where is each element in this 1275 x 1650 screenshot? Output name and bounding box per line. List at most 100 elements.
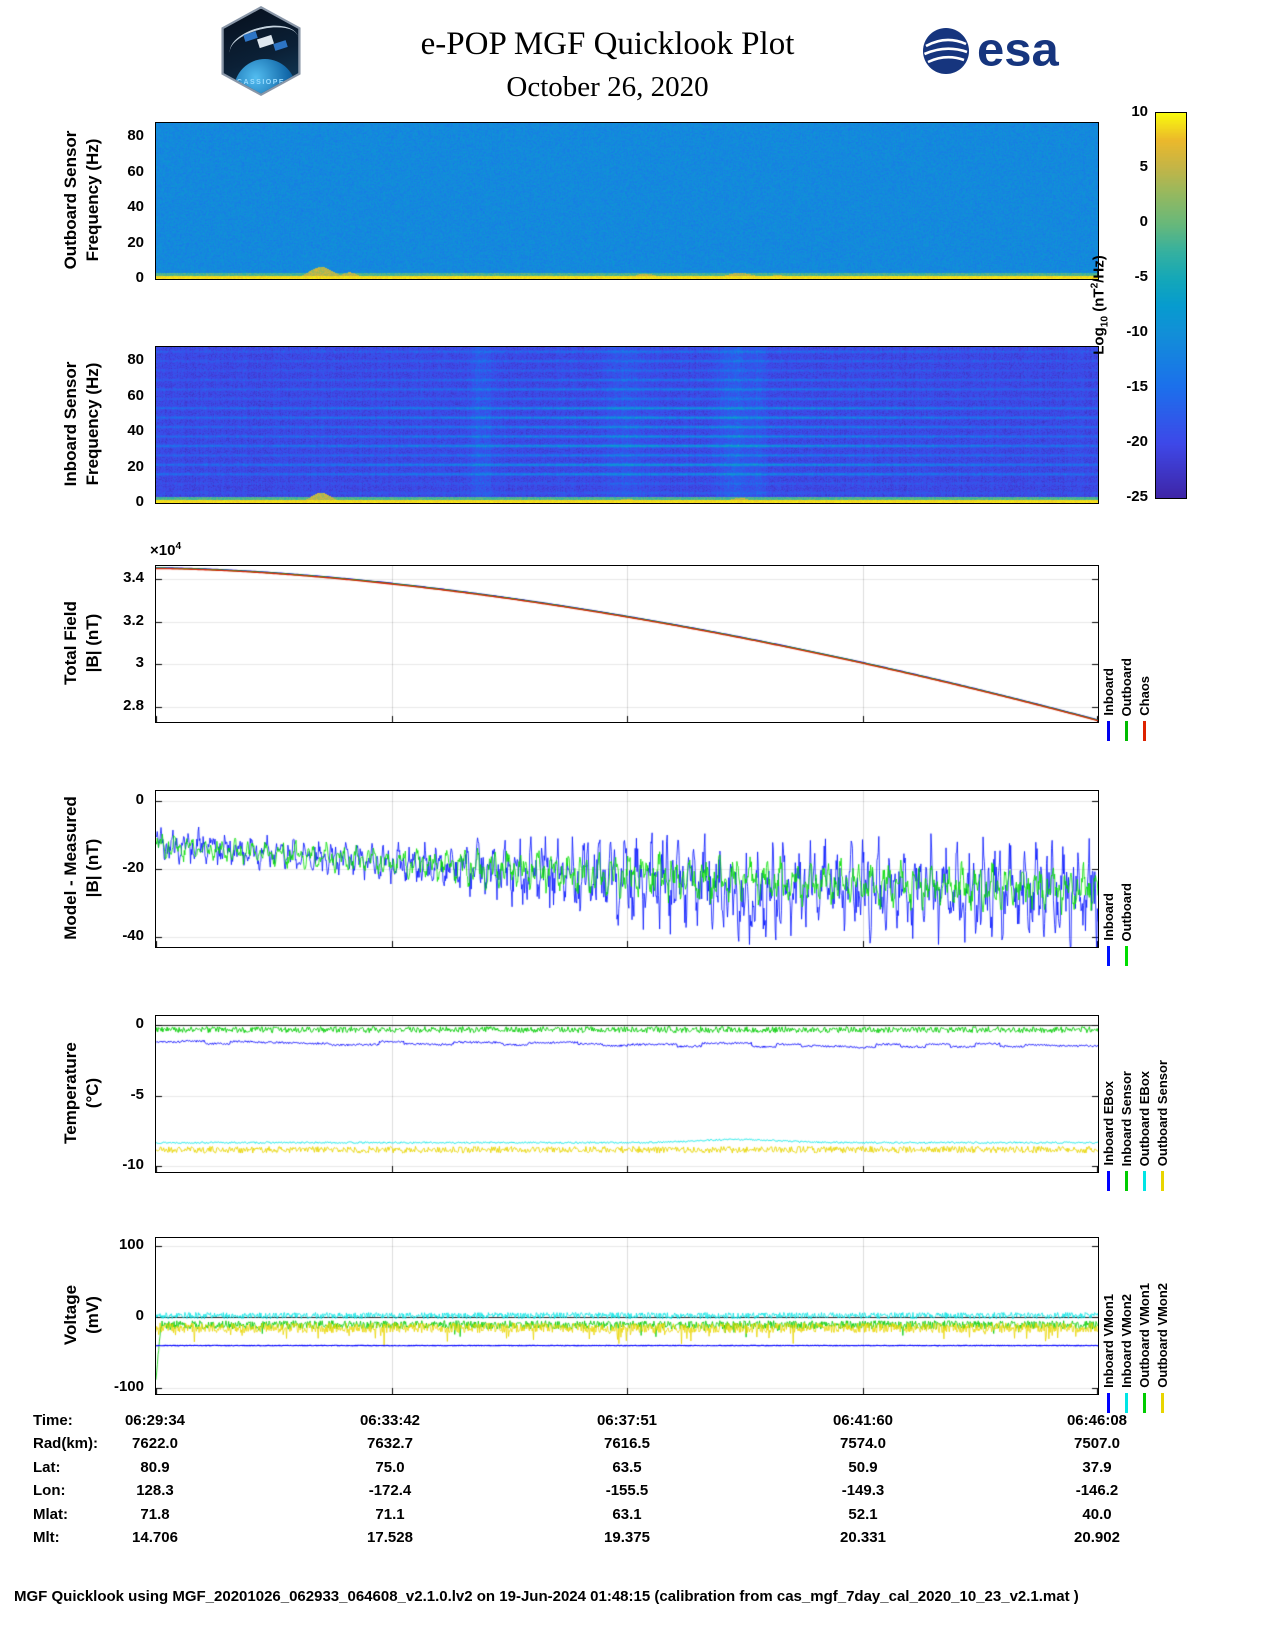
legend-color-tick bbox=[1107, 1393, 1110, 1413]
table-cell: 80.9 bbox=[140, 1459, 170, 1476]
legend-color-tick bbox=[1143, 721, 1146, 741]
legend-color-tick bbox=[1125, 946, 1128, 966]
table-cell: 52.1 bbox=[848, 1506, 878, 1523]
table-cell: 63.5 bbox=[612, 1459, 642, 1476]
table-cell: 19.375 bbox=[604, 1529, 650, 1546]
table-cell: 40.0 bbox=[1082, 1506, 1112, 1523]
table-cell: 50.9 bbox=[848, 1459, 878, 1476]
legend-entry: Outboard VMon1 bbox=[1137, 1235, 1152, 1413]
table-cell: 63.1 bbox=[612, 1506, 642, 1523]
esa-globe-icon bbox=[923, 27, 969, 74]
table-cell: 37.9 bbox=[1082, 1459, 1112, 1476]
table-row-label: Mlat: bbox=[33, 1506, 68, 1523]
colorbar-tick-label: 10 bbox=[1131, 103, 1148, 120]
legend-series-label: Inboard EBox bbox=[1101, 1081, 1116, 1166]
footer-caption: MGF Quicklook using MGF_20201026_062933_… bbox=[14, 1588, 1079, 1605]
colorbar-tick-label: -15 bbox=[1126, 378, 1148, 395]
page-date: October 26, 2020 bbox=[506, 71, 709, 103]
legend-color-tick bbox=[1161, 1393, 1164, 1413]
y-tick-label: 0 bbox=[135, 493, 144, 510]
legend-voltage: Inboard VMon1 Inboard VMon2 Outboard VMon1… bbox=[1101, 1235, 1170, 1413]
total-field-scale-label: ×104 bbox=[150, 541, 181, 559]
outboard-spectrogram-canvas bbox=[155, 122, 1099, 280]
y-tick-label: 0 bbox=[135, 269, 144, 286]
legend-series-label: Inboard VMon1 bbox=[1101, 1294, 1116, 1388]
legend-temperature: Inboard EBox Inboard Sensor Outboard EBox O… bbox=[1101, 1013, 1170, 1191]
scale-mantissa: ×10 bbox=[150, 542, 176, 559]
legend-series-label: Outboard Sensor bbox=[1155, 1059, 1170, 1166]
y-tick-label: 40 bbox=[127, 198, 144, 216]
y-tick-label: -10 bbox=[122, 1156, 144, 1174]
table-cell: -149.3 bbox=[841, 1482, 885, 1499]
colorbar-canvas bbox=[1155, 112, 1187, 499]
table-row-label: Rad(km): bbox=[33, 1435, 99, 1452]
table-cell: 128.3 bbox=[136, 1482, 174, 1499]
y-tick-label: 3.2 bbox=[123, 611, 144, 629]
legend-color-tick bbox=[1161, 1171, 1164, 1191]
y-tick-label: 2.8 bbox=[123, 697, 144, 715]
table-cell: -146.2 bbox=[1075, 1482, 1119, 1499]
legend-entry: Inboard bbox=[1101, 788, 1116, 966]
colorbar-tick-label: -5 bbox=[1134, 268, 1148, 285]
table-cell: 71.1 bbox=[375, 1506, 405, 1523]
inboard-spectrogram-canvas bbox=[155, 346, 1099, 504]
legend-series-label: Inboard Sensor bbox=[1119, 1070, 1134, 1166]
table-cell: 06:37:51 bbox=[596, 1412, 658, 1429]
y-tick-label: 3 bbox=[135, 654, 144, 672]
legend-series-label: Outboard bbox=[1119, 882, 1134, 942]
legend-entry: Inboard EBox bbox=[1101, 1013, 1116, 1191]
y-tick-label: 80 bbox=[127, 351, 144, 369]
legend-entry: Inboard VMon1 bbox=[1101, 1235, 1116, 1413]
legend-entry: Outboard bbox=[1119, 788, 1134, 966]
esa-logo: esa bbox=[922, 26, 1059, 75]
table-cell: 06:46:08 bbox=[1066, 1412, 1128, 1429]
table-row-label: Time: bbox=[33, 1412, 73, 1429]
esa-wordmark: esa bbox=[977, 24, 1059, 76]
temperature-canvas bbox=[155, 1015, 1099, 1173]
scale-exponent: 4 bbox=[175, 541, 182, 552]
legend-color-tick bbox=[1107, 946, 1110, 966]
y-tick-label: 3.4 bbox=[123, 568, 144, 586]
legend-series-label: Outboard bbox=[1119, 657, 1134, 717]
colorbar-tick-label: -20 bbox=[1126, 433, 1148, 450]
y-tick-label: -20 bbox=[122, 859, 144, 876]
table-cell: -155.5 bbox=[605, 1482, 649, 1499]
colorbar-tick-label: -10 bbox=[1126, 323, 1148, 340]
legend-entry: Outboard Sensor bbox=[1155, 1013, 1170, 1191]
legend-total-field: Inboard Outboard Chaos bbox=[1101, 563, 1152, 741]
table-cell: 06:33:42 bbox=[359, 1412, 421, 1429]
legend-series-label: Outboard EBox bbox=[1137, 1070, 1152, 1166]
legend-series-label: Outboard VMon2 bbox=[1155, 1283, 1170, 1388]
y-tick-label: 60 bbox=[127, 162, 144, 180]
y-tick-label: 0 bbox=[135, 1307, 144, 1325]
table-cell: 20.902 bbox=[1074, 1529, 1120, 1546]
table-row-label: Lon: bbox=[33, 1482, 66, 1499]
colorbar-tick-label: -25 bbox=[1126, 488, 1148, 505]
table-cell: 7574.0 bbox=[840, 1435, 886, 1452]
y-tick-label: 100 bbox=[118, 1235, 144, 1253]
page-title: e-POP MGF Quicklook Plot bbox=[420, 26, 795, 62]
table-cell: 20.331 bbox=[840, 1529, 886, 1546]
y-tick-label: 20 bbox=[127, 233, 144, 251]
y-tick-label: 40 bbox=[127, 422, 144, 440]
table-cell: 7632.7 bbox=[367, 1435, 413, 1452]
table-cell: 06:29:34 bbox=[124, 1412, 186, 1429]
table-cell: 17.528 bbox=[367, 1529, 413, 1546]
legend-entry: Outboard VMon2 bbox=[1155, 1235, 1170, 1413]
table-cell: 06:41:60 bbox=[832, 1412, 894, 1429]
colorbar-tick-label: 5 bbox=[1139, 158, 1148, 175]
legend-color-tick bbox=[1125, 1393, 1128, 1413]
table-row-label: Lat: bbox=[33, 1459, 61, 1476]
model-measured-canvas bbox=[155, 790, 1099, 948]
legend-color-tick bbox=[1143, 1171, 1146, 1191]
total-field-canvas bbox=[155, 565, 1099, 723]
table-cell: 7507.0 bbox=[1074, 1435, 1120, 1452]
y-tick-label: 0 bbox=[135, 1015, 144, 1033]
y-tick-label: -100 bbox=[113, 1378, 144, 1396]
mission-patch-background: CASSIOPE bbox=[223, 8, 299, 94]
table-cell: 75.0 bbox=[375, 1459, 405, 1476]
legend-series-label: Inboard VMon2 bbox=[1119, 1294, 1134, 1388]
legend-entry: Inboard bbox=[1101, 563, 1116, 741]
